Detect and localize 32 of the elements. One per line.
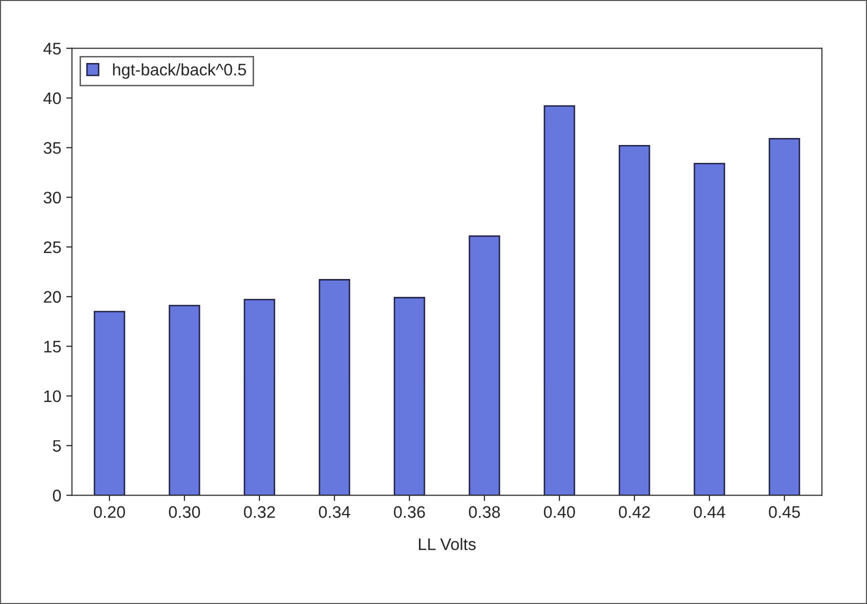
bar (168, 304, 200, 496)
y-tick-label: 10 (44, 390, 61, 402)
x-tick-label: 0.34 (318, 506, 350, 518)
y-tick-label: 25 (44, 241, 61, 254)
bar (544, 105, 576, 496)
y-tick-label: 20 (44, 291, 61, 303)
x-tick-label: 0.36 (394, 506, 425, 518)
x-tick-label: 0.45 (768, 506, 800, 518)
y-tick-label: 15 (44, 340, 61, 352)
y-tick-label: 0 (52, 490, 61, 502)
y-tick-label: 30 (44, 192, 61, 204)
y-tick-label: 5 (52, 440, 61, 452)
bar (394, 296, 426, 496)
bar (768, 138, 800, 496)
bar (94, 310, 126, 496)
legend-label: hgt-back/back^0.5 (113, 63, 246, 79)
bar (318, 279, 350, 496)
x-tick-label: 0.42 (618, 506, 650, 518)
x-tick-label: 0.20 (94, 506, 126, 518)
x-tick-label: 0.32 (244, 506, 275, 518)
x-tick-label: 0.40 (544, 506, 575, 518)
bar (244, 298, 276, 496)
bar (618, 144, 650, 496)
bar (694, 162, 726, 496)
x-axis-title: LL Volts (418, 538, 476, 550)
x-tick-label: 0.38 (468, 506, 500, 518)
y-tick-label: 40 (43, 92, 61, 104)
x-tick-label: 0.30 (168, 506, 200, 518)
y-tick-label: 45 (43, 42, 61, 55)
x-tick-label: 0.44 (694, 506, 726, 518)
bar (468, 235, 500, 496)
y-tick-label: 35 (44, 142, 61, 154)
